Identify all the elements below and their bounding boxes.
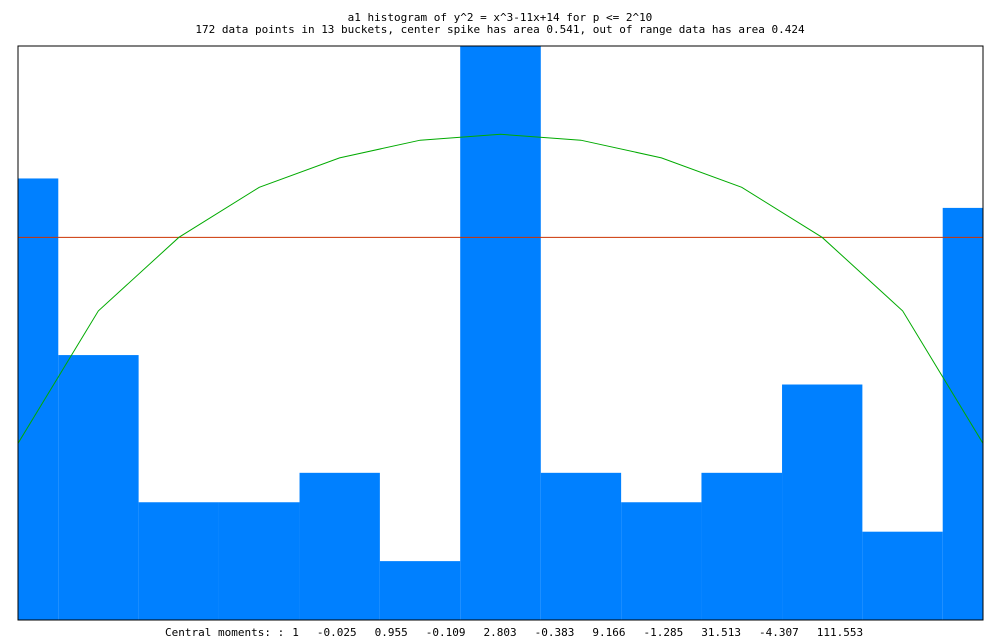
bar [379,561,461,620]
moment-value: 1 [292,626,299,639]
moment-value: 31.513 [701,626,741,639]
bar [782,384,863,620]
moment-value: 0.955 [375,626,408,639]
moment-value: 9.166 [592,626,625,639]
bar [218,502,300,620]
chart-subtitle: 172 data points in 13 buckets, center sp… [195,23,805,36]
bar [621,502,702,620]
plot-area [18,46,983,620]
bar [18,178,59,620]
bar [540,472,622,620]
moment-value: 111.553 [817,626,863,639]
moment-value: -4.307 [759,626,799,639]
bar [138,502,219,620]
bar [460,46,541,620]
bar [862,531,943,620]
plot-frame [17,45,984,621]
bar [942,207,983,620]
moments-footer: Central moments: : 1 -0.025 0.955 -0.109 2.80… [165,626,863,639]
moment-value: -0.025 [317,626,357,639]
moment-value: -0.383 [535,626,575,639]
moments-label: Central moments: : [165,626,284,639]
chart-title: a1 histogram of y^2 = x^3-11x+14 for p <… [348,11,653,24]
bar [299,472,380,620]
bar [58,355,139,620]
moment-value: -1.285 [643,626,683,639]
moment-value: -0.109 [426,626,466,639]
moment-value: 2.803 [483,626,516,639]
bar [701,472,783,620]
density-curve [18,133,983,444]
